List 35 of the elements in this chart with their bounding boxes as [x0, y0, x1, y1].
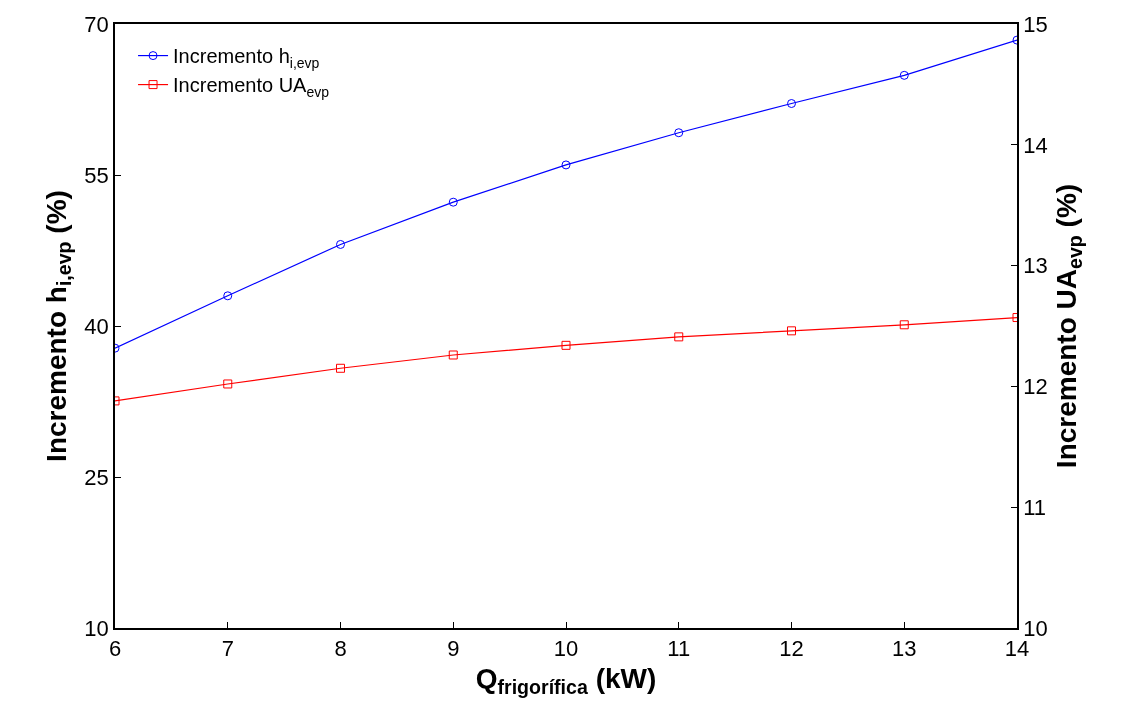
point [336, 239, 345, 249]
x-tick-label: 11 [667, 636, 691, 662]
point [561, 160, 571, 170]
y-tick-label: 55 [84, 162, 109, 188]
y2-tick-label: 12 [1023, 374, 1048, 400]
point [787, 326, 796, 336]
point [561, 340, 571, 350]
point [448, 197, 458, 207]
y2-tick-label: 14 [1023, 132, 1048, 158]
y2-tick-label: 13 [1023, 253, 1048, 279]
x-tick-label: 8 [334, 636, 347, 662]
point [899, 70, 909, 80]
point [787, 99, 796, 109]
point [336, 363, 345, 373]
legend-label: Incremento UA$_{evp}$ [173, 74, 330, 100]
x-tick-label: 9 [447, 636, 460, 662]
x-tick-label: 13 [892, 636, 917, 662]
point [223, 291, 233, 301]
point [223, 379, 233, 389]
x-tick-label: 7 [221, 636, 234, 662]
point [674, 332, 684, 342]
x-tick-label: 10 [553, 636, 579, 662]
y-tick-label: 25 [84, 464, 109, 490]
x-tick-label: 12 [779, 636, 804, 662]
x-axis-title: Q$_{frigorífica}$ (kW) [475, 662, 657, 698]
point [899, 320, 909, 330]
y-tick-label: 70 [84, 11, 109, 37]
point [674, 128, 684, 138]
y-tick-label: 10 [84, 615, 109, 641]
x-tick-label: 6 [108, 636, 122, 662]
point [448, 350, 458, 360]
y-tick-label: 40 [84, 313, 109, 339]
y2-tick-label: 15 [1023, 11, 1048, 37]
legend-label: Incremento h$_{i,evp}$ [173, 45, 320, 71]
y2-tick-label: 11 [1023, 494, 1046, 520]
